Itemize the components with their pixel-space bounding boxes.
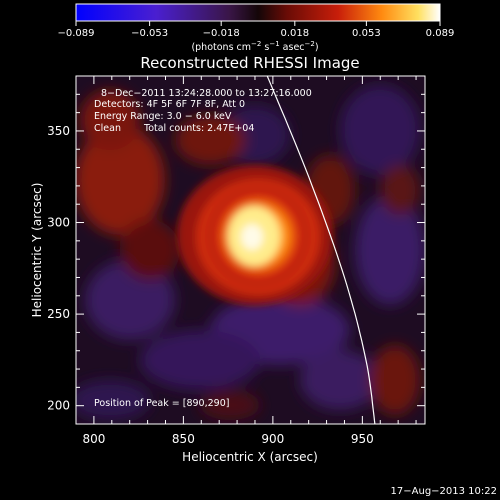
x-axis-label: Heliocentric X (arcsec)	[182, 450, 318, 464]
peak-position-text: Position of Peak = [890,290]	[94, 398, 229, 409]
time-range-text: 8−Dec−2011 13:24:28.000 to 13:27:16.000	[101, 88, 312, 99]
colorbar-tick-label: 0.053	[352, 28, 381, 39]
plot-frame	[75, 75, 426, 425]
colorbar-unit: (photons cm−2 s−1 asec−2)	[191, 40, 318, 53]
annotations: 8−Dec−2011 13:24:28.000 to 13:27:16.000 …	[94, 88, 312, 409]
y-tick-label: 350	[47, 124, 70, 138]
colorbar-ticks: −0.089 −0.053 −0.018 0.018 0.053 0.089	[57, 21, 454, 39]
colorbar-tick-label: −0.018	[203, 28, 240, 39]
colorbar: −0.089 −0.053 −0.018 0.018 0.053 0.089 (photo…	[57, 3, 454, 53]
x-tick-label: 850	[172, 432, 195, 446]
solar-limb-line	[266, 76, 376, 424]
flare-source	[177, 165, 333, 305]
footer-timestamp: 17−Aug−2013 10:22	[391, 486, 497, 497]
total-counts-text: Total counts: 2.47E+04	[143, 123, 254, 134]
clean-label: Clean	[94, 123, 121, 134]
y-axis-label: Heliocentric Y (arcsec)	[30, 183, 44, 318]
colorbar-tick-label: 0.018	[280, 28, 309, 39]
colorbar-tick-label: −0.053	[131, 28, 168, 39]
y-tick-label: 300	[47, 216, 70, 230]
chart-title: Reconstructed RHESSI Image	[140, 54, 359, 72]
colorbar-tick-label: 0.089	[426, 28, 455, 39]
image-area	[76, 76, 425, 424]
x-tick-label: 900	[261, 432, 284, 446]
energy-range-text: Energy Range: 3.0 − 6.0 keV	[94, 111, 232, 122]
detectors-text: Detectors: 4F 5F 6F 7F 8F, Att 0	[94, 99, 245, 110]
y-tick-label: 200	[47, 399, 70, 413]
x-axis-ticks: 800 850 900 950	[82, 76, 417, 446]
y-axis-ticks: 200 250 300 350	[47, 75, 425, 425]
colorbar-tick-label: −0.089	[57, 28, 94, 39]
background-emission	[76, 85, 425, 420]
x-tick-label: 950	[351, 432, 374, 446]
x-tick-label: 800	[82, 432, 105, 446]
colorbar-gradient	[75, 3, 441, 22]
y-tick-label: 250	[47, 307, 70, 321]
